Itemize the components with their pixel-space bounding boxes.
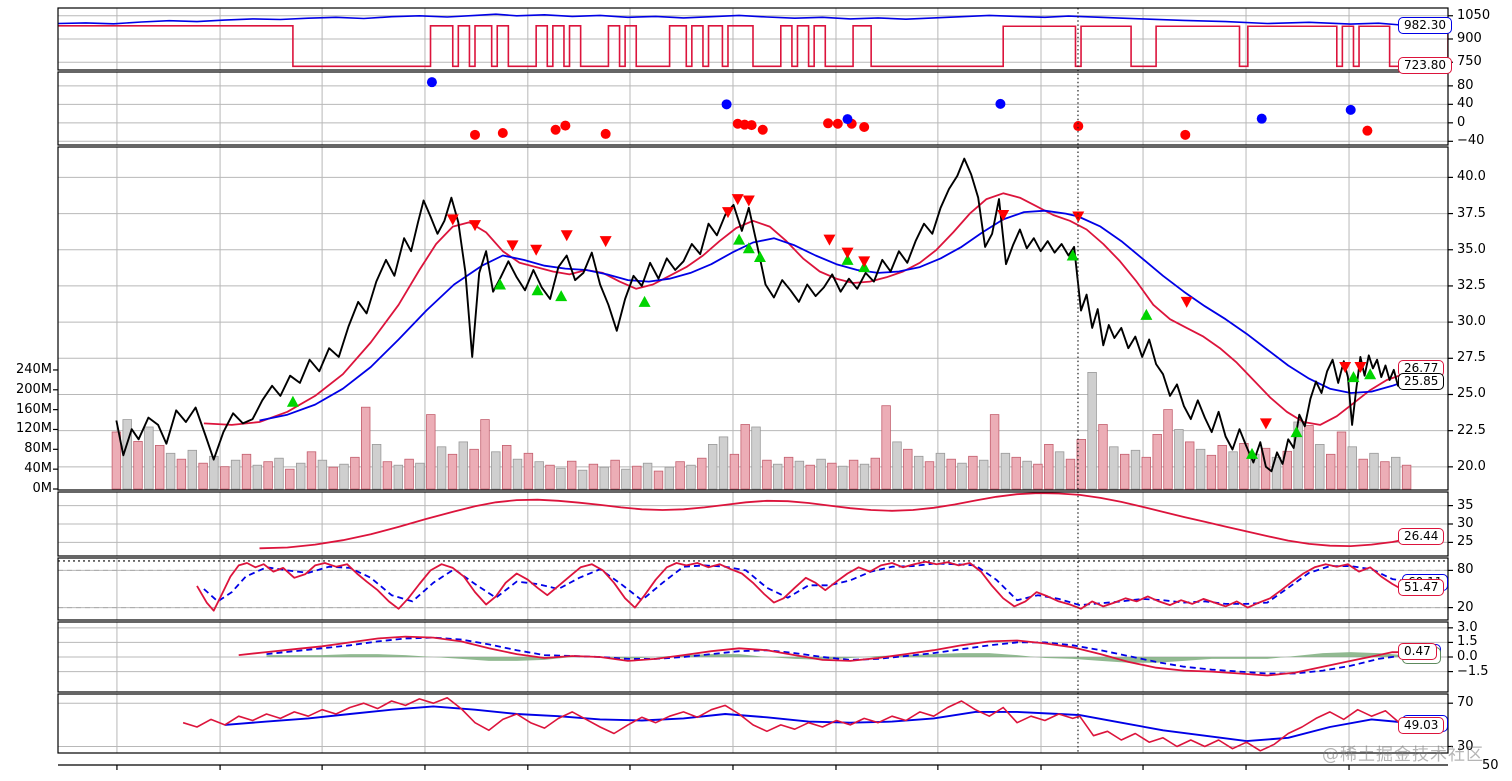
trades-panel-border (57, 71, 1449, 146)
trades-series (426, 77, 1373, 140)
tick-label: 3.0 (1457, 619, 1478, 635)
value-tag-2677: 26.77 (1398, 360, 1445, 377)
tick-label: 120M (15, 421, 52, 437)
tick-label: 70 (1457, 695, 1474, 711)
volume-bars (111, 371, 1412, 490)
tick-label: 1.5 (1457, 634, 1478, 650)
tick-label: 900 (1457, 31, 1482, 46)
tick-label: 0.0 (1457, 649, 1478, 664)
value-tag-98230: 982.30 (1398, 17, 1452, 34)
tick-label: 27.5 (1457, 350, 1486, 366)
tick-label: −40 (1457, 133, 1485, 149)
price-series (115, 157, 1418, 473)
price-grid (58, 147, 1448, 490)
value-tag-047: 0.47 (1398, 643, 1437, 660)
tick-label: 35.0 (1457, 241, 1486, 257)
tick-label: 30.0 (1457, 314, 1486, 330)
stoch-panel-border (57, 557, 1449, 621)
tick-label: 30 (1457, 738, 1474, 754)
tick-label: 160M (15, 401, 52, 417)
value-tag-72380: 723.80 (1398, 57, 1452, 74)
tick-label: 40 (1457, 96, 1474, 112)
watermark: @稀土掘金技术社区 (1322, 745, 1484, 765)
price-panel-border (57, 146, 1449, 491)
tick-label: 30 (1457, 516, 1474, 531)
tick-label: 32.5 (1457, 277, 1486, 293)
tick-label: 200M (15, 381, 52, 397)
tick-label: 20.0 (1457, 458, 1486, 474)
tick-label: 22.5 (1457, 422, 1486, 438)
wma-series (259, 492, 1418, 550)
macd-series (238, 635, 1418, 677)
tick-label: 20 (1457, 599, 1474, 615)
tick-label: 80 (1457, 77, 1474, 93)
rsi-series (182, 697, 1418, 752)
broker-series (58, 13, 1448, 68)
tick-label: −1.5 (1457, 663, 1489, 679)
tick-label: 240M (15, 361, 52, 377)
rsi-grid (58, 694, 1448, 753)
tick-label: 25 (1457, 534, 1474, 550)
value-tag-2644: 26.44 (1398, 528, 1445, 545)
tick-label: 40.0 (1457, 169, 1486, 185)
tick-label: 0M (32, 481, 53, 496)
tick-label: 80 (1457, 562, 1474, 578)
tick-label: 25.0 (1457, 386, 1486, 402)
value-tag-2585: 25.85 (1398, 373, 1445, 390)
tick-label: 80M (24, 441, 52, 457)
trades-grid (58, 72, 1448, 145)
tick-label: 35 (1457, 497, 1474, 513)
value-tag-4903: 49.03 (1398, 717, 1445, 734)
corner-axis-label: 50 (1482, 758, 1499, 773)
tick-label: 0 (1457, 114, 1466, 130)
stoch-series (58, 560, 1448, 612)
tick-label: 37.5 (1457, 205, 1486, 221)
tick-label: 40M (24, 461, 52, 477)
value-tag-5147: 51.47 (1398, 579, 1445, 596)
tick-label: 750 (1457, 54, 1482, 70)
tick-label: 1050 (1457, 7, 1491, 23)
